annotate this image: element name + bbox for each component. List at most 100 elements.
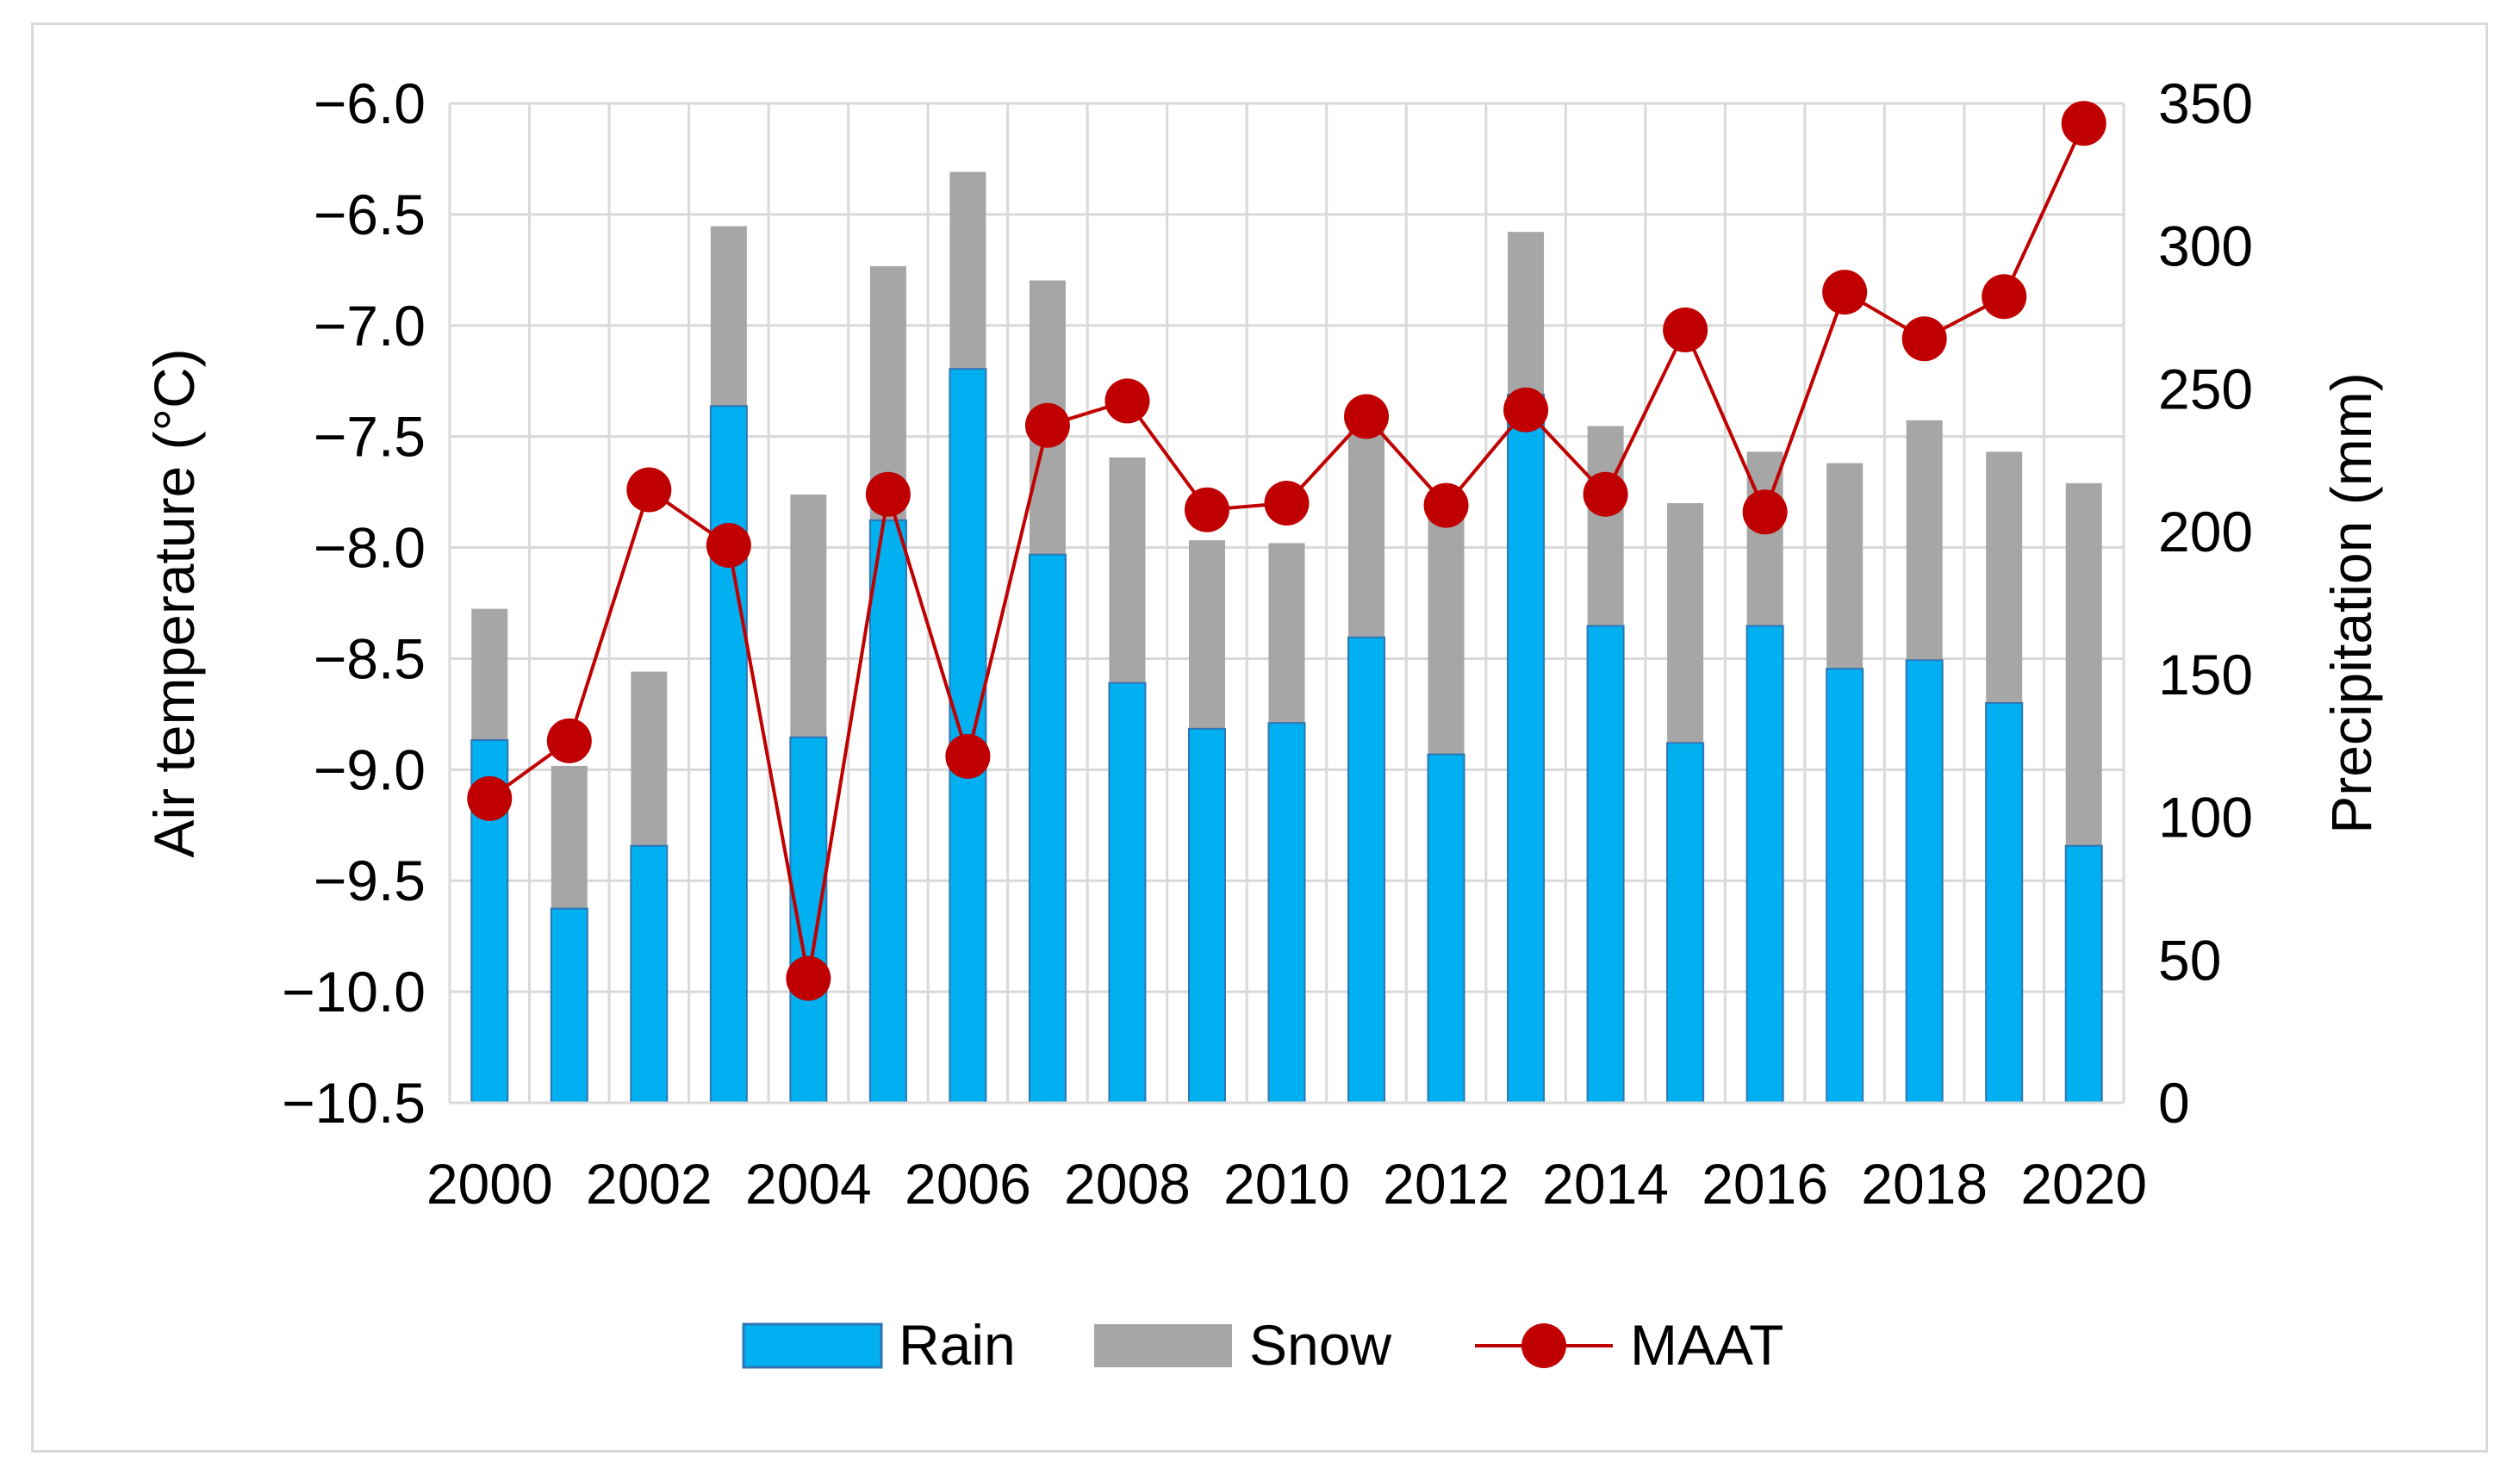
x-tick-label: 2018: [1861, 1152, 1988, 1216]
rain-bar: [1666, 742, 1705, 1105]
maat-point: [1344, 394, 1390, 439]
maat-point: [1264, 481, 1310, 526]
left-tick-label: −8.0: [314, 516, 426, 580]
snow-bar: [1428, 497, 1465, 755]
maat-point: [786, 955, 831, 1001]
maat-point: [467, 775, 513, 821]
right-tick-label: 100: [2158, 786, 2253, 849]
maat-point: [1663, 307, 1708, 352]
left-axis-ticks: −6.0 −6.5 −7.0 −7.5 −8.0 −8.5 −9.0 −9.5 −10.0 −10…: [282, 72, 426, 1135]
right-tick-label: 350: [2158, 72, 2253, 135]
left-tick-label: −10.5: [282, 1071, 426, 1135]
maat-point: [1822, 270, 1868, 315]
snow-bar: [1667, 503, 1704, 744]
rain-bar: [550, 907, 588, 1104]
snow-bar: [1826, 463, 1864, 669]
x-tick-label: 2010: [1223, 1152, 1350, 1216]
maat-point: [1184, 487, 1229, 532]
rain-bar: [1028, 553, 1067, 1104]
rain-bar: [1187, 727, 1226, 1104]
snow-bar: [710, 226, 747, 407]
x-axis-ticks: 2000 2002 2004 2006 2008 2010 2012 2014 2016 2018…: [426, 1152, 2147, 1216]
rain-bar: [789, 736, 828, 1104]
maat-line-series: [467, 101, 2106, 1001]
snow-bar: [1188, 540, 1225, 729]
left-tick-label: −8.5: [314, 626, 426, 690]
legend-label-snow: Snow: [1249, 1313, 1391, 1377]
snow-bar: [1348, 420, 1385, 638]
legend-swatch-snow: [1094, 1324, 1232, 1367]
right-axis-title: Precipitation (mm): [2319, 372, 2383, 833]
maat-point: [1503, 387, 1549, 432]
maat-point: [1583, 471, 1628, 517]
maat-point: [1742, 489, 1788, 535]
x-tick-label: 2006: [905, 1152, 1031, 1216]
snow-bar: [1906, 420, 1943, 661]
x-tick-label: 2014: [1542, 1152, 1669, 1216]
snow-bar: [2065, 482, 2102, 846]
snow-bar: [1268, 543, 1305, 724]
snow-bar: [790, 495, 827, 737]
rain-bar: [868, 519, 907, 1104]
maat-point: [1104, 378, 1150, 424]
snow-bar: [1109, 457, 1146, 683]
right-tick-label: 250: [2158, 357, 2253, 420]
rain-bar: [1108, 681, 1147, 1104]
bars: [470, 171, 2103, 1105]
legend-label-rain: Rain: [899, 1313, 1016, 1377]
left-axis-title: Air temperature (°C): [142, 348, 206, 857]
x-tick-label: 2002: [586, 1152, 712, 1216]
rain-bar: [1985, 702, 2024, 1104]
snow-bar: [949, 171, 986, 370]
rain-bar: [1347, 636, 1386, 1104]
snow-bar: [1986, 451, 2023, 703]
right-tick-label: 300: [2158, 215, 2253, 278]
maat-point: [945, 733, 991, 779]
rain-bar: [1586, 625, 1625, 1104]
right-tick-label: 50: [2158, 928, 2221, 992]
x-tick-label: 2000: [426, 1152, 553, 1216]
maat-point: [546, 718, 592, 763]
legend: Rain Snow MAAT: [742, 1313, 1783, 1377]
rain-bar: [1905, 659, 1944, 1104]
left-tick-label: −6.5: [314, 183, 426, 246]
snow-bar: [551, 765, 588, 909]
x-tick-label: 2012: [1383, 1152, 1509, 1216]
rain-bar: [630, 844, 669, 1104]
maat-point: [1024, 402, 1070, 448]
left-tick-label: −9.0: [314, 737, 426, 801]
rain-bar: [1826, 668, 1864, 1104]
rain-bar: [1745, 625, 1784, 1104]
left-tick-label: −6.0: [314, 72, 426, 135]
legend-label-maat: MAAT: [1630, 1313, 1783, 1377]
snow-bar: [1508, 232, 1545, 395]
left-tick-label: −7.5: [314, 405, 426, 469]
right-axis-ticks: 350 300 250 200 150 100 50 0: [2158, 72, 2253, 1135]
rain-bar: [709, 405, 748, 1105]
right-tick-label: 0: [2158, 1071, 2190, 1135]
maat-point: [2061, 101, 2106, 146]
rain-bar: [1507, 394, 1546, 1104]
rain-bar: [1267, 722, 1306, 1104]
maat-point: [1982, 274, 2027, 320]
maat-point: [626, 467, 672, 513]
left-tick-label: −9.5: [314, 849, 426, 912]
rain-bar: [2064, 844, 2103, 1104]
right-tick-label: 150: [2158, 643, 2253, 706]
rain-bar: [1427, 753, 1465, 1105]
maat-point: [1423, 482, 1469, 528]
left-tick-label: −7.0: [314, 294, 426, 358]
snow-bar: [1587, 426, 1624, 626]
x-tick-label: 2020: [2020, 1152, 2147, 1216]
right-tick-label: 200: [2158, 500, 2253, 563]
maat-point: [865, 471, 911, 517]
left-tick-label: −10.0: [282, 960, 426, 1024]
maat-point: [706, 522, 751, 568]
x-tick-label: 2008: [1064, 1152, 1191, 1216]
legend-swatch-rain: [742, 1322, 883, 1369]
snow-bar: [631, 671, 668, 846]
x-tick-label: 2004: [745, 1152, 872, 1216]
snow-bar: [471, 608, 508, 741]
legend-marker-maat: [1521, 1323, 1566, 1368]
